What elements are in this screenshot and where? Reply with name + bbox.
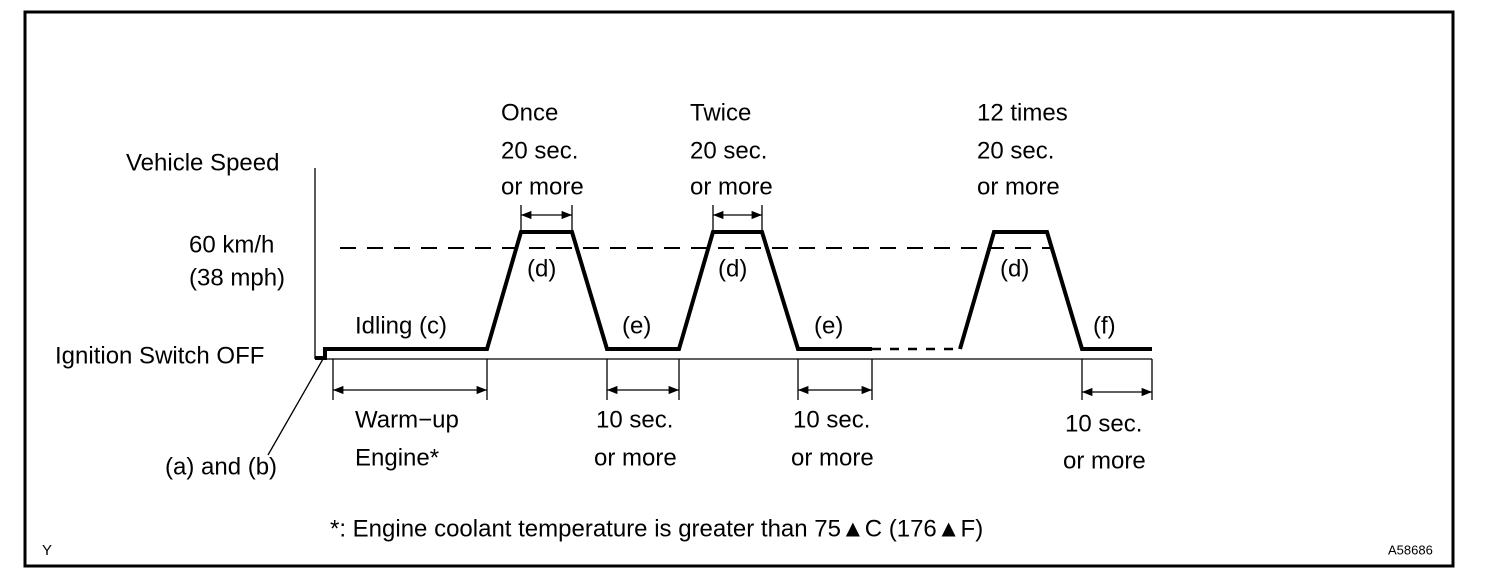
rest-label: (e) <box>814 312 843 339</box>
drive-count: Once <box>501 99 558 126</box>
drive-label: (d) <box>1000 255 1029 282</box>
rest-label: (f) <box>1093 312 1116 339</box>
drive-time: 20 sec. <box>977 137 1054 164</box>
drive-count: Twice <box>690 99 751 126</box>
axis-label: Vehicle Speed <box>126 149 279 176</box>
drive-more: or more <box>977 173 1060 200</box>
baseline-label: Ignition Switch OFF <box>55 342 264 369</box>
figure-code: A58686 <box>1388 542 1433 557</box>
drive-label: (d) <box>718 255 747 282</box>
drive-more: or more <box>690 173 773 200</box>
frame <box>23 10 1455 568</box>
rest-time: 10 sec. <box>793 406 870 433</box>
leader-line <box>267 358 324 456</box>
drive-label: (d) <box>527 255 556 282</box>
drive-time: 20 sec. <box>690 137 767 164</box>
speed-label: (38 mph) <box>189 264 285 291</box>
drive-count: 12 times <box>977 99 1068 126</box>
speed-trace <box>958 230 1152 351</box>
rest-time: 10 sec. <box>596 406 673 433</box>
speed-label: 60 km/h <box>189 231 274 258</box>
corner-code: Y <box>42 542 52 559</box>
rest-more: or more <box>594 444 677 471</box>
warmup-label: Warm−up <box>355 406 459 433</box>
dimensions <box>332 205 1153 400</box>
warmup-label: Engine* <box>355 444 439 471</box>
start-label: (a) and (b) <box>165 453 277 480</box>
drive-more: or more <box>501 173 584 200</box>
rest-more: or more <box>1063 447 1146 474</box>
idling-label: Idling (c) <box>355 312 447 339</box>
rest-label: (e) <box>622 312 651 339</box>
drive-time: 20 sec. <box>501 137 578 164</box>
rest-time: 10 sec. <box>1065 410 1142 437</box>
rest-more: or more <box>791 444 874 471</box>
footnote: *: Engine coolant temperature is greater… <box>330 515 983 542</box>
